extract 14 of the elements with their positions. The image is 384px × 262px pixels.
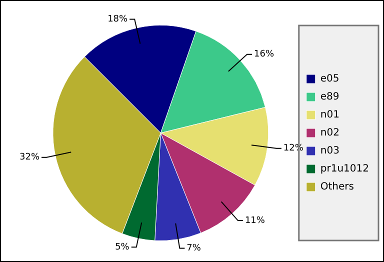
data-label: 12% [283, 144, 304, 154]
legend-label: n02 [320, 128, 340, 139]
legend-label: n03 [320, 146, 340, 157]
legend-label: pr1u1012 [320, 164, 369, 175]
legend-label: e89 [320, 92, 340, 103]
data-label: 18% [108, 14, 128, 25]
legend-label: Others [320, 182, 354, 193]
data-label: 11% [244, 216, 266, 226]
data-label: 7% [186, 244, 202, 254]
legend-label: n01 [320, 110, 340, 121]
data-label: 32% [19, 152, 40, 163]
data-label: 5% [115, 242, 130, 253]
data-label: 16% [254, 50, 274, 60]
legend-label: e05 [320, 74, 340, 85]
